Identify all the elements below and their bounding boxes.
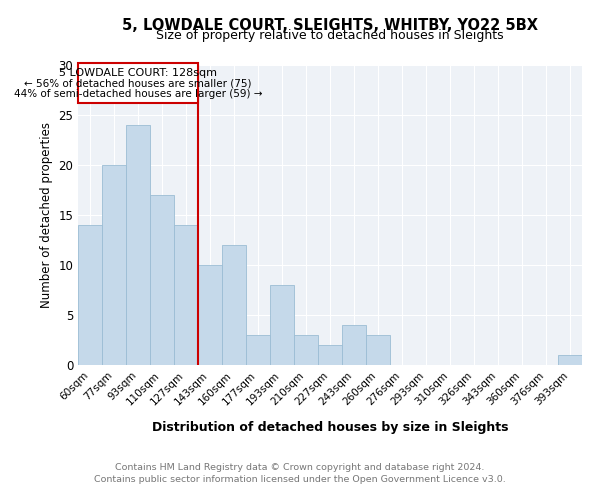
Text: ← 56% of detached houses are smaller (75): ← 56% of detached houses are smaller (75… — [24, 78, 252, 88]
Bar — [366, 335, 390, 365]
Bar — [294, 335, 318, 365]
Text: Contains public sector information licensed under the Open Government Licence v3: Contains public sector information licen… — [94, 474, 506, 484]
Bar — [222, 245, 246, 365]
Text: 44% of semi-detached houses are larger (59) →: 44% of semi-detached houses are larger (… — [14, 89, 262, 99]
Bar — [78, 225, 102, 365]
Text: 5 LOWDALE COURT: 128sqm: 5 LOWDALE COURT: 128sqm — [59, 68, 217, 78]
Bar — [174, 225, 198, 365]
Y-axis label: Number of detached properties: Number of detached properties — [40, 122, 53, 308]
Bar — [558, 355, 582, 365]
Bar — [342, 325, 366, 365]
Bar — [126, 125, 150, 365]
Bar — [150, 195, 174, 365]
Text: 5, LOWDALE COURT, SLEIGHTS, WHITBY, YO22 5BX: 5, LOWDALE COURT, SLEIGHTS, WHITBY, YO22… — [122, 18, 538, 32]
Bar — [102, 165, 126, 365]
Bar — [198, 265, 222, 365]
Text: Contains HM Land Registry data © Crown copyright and database right 2024.: Contains HM Land Registry data © Crown c… — [115, 464, 485, 472]
FancyBboxPatch shape — [78, 63, 198, 103]
X-axis label: Distribution of detached houses by size in Sleights: Distribution of detached houses by size … — [152, 420, 508, 434]
Text: Size of property relative to detached houses in Sleights: Size of property relative to detached ho… — [156, 28, 504, 42]
Bar — [246, 335, 270, 365]
Bar — [270, 285, 294, 365]
Bar — [318, 345, 342, 365]
